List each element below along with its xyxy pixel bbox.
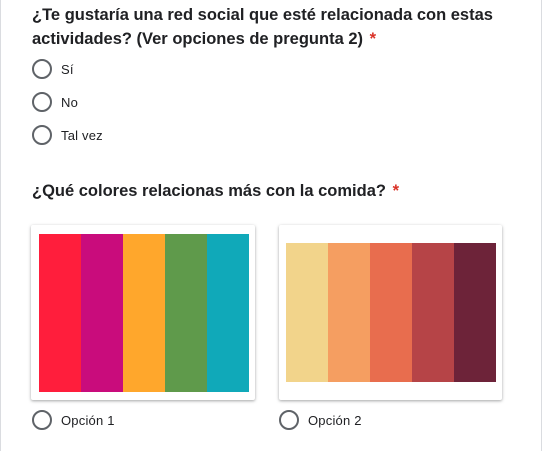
color-swatch-4 bbox=[412, 243, 454, 382]
question-2-title: ¿Qué colores relacionas más con la comid… bbox=[32, 179, 502, 203]
question-2-title-text: ¿Qué colores relacionas más con la comid… bbox=[32, 182, 386, 200]
color-swatch-5 bbox=[454, 243, 496, 382]
option-1-image-card[interactable] bbox=[31, 225, 255, 400]
radio-button[interactable] bbox=[32, 92, 52, 112]
color-swatch-5 bbox=[207, 234, 249, 392]
option-label: Sí bbox=[61, 61, 74, 77]
option-label: No bbox=[61, 94, 79, 110]
radio-button[interactable] bbox=[32, 125, 52, 145]
color-swatch-1 bbox=[39, 234, 81, 392]
question-1-option-si[interactable]: Sí bbox=[32, 59, 74, 79]
required-asterisk: * bbox=[392, 182, 399, 200]
radio-button[interactable] bbox=[32, 59, 52, 79]
question-1-title-text: ¿Te gustaría una red social que esté rel… bbox=[32, 6, 493, 48]
form-card-left-border bbox=[0, 0, 1, 451]
color-swatch-2 bbox=[328, 243, 370, 382]
color-swatch-3 bbox=[370, 243, 412, 382]
color-swatch-2 bbox=[81, 234, 123, 392]
option-2-image-card[interactable] bbox=[279, 225, 502, 400]
radio-button[interactable] bbox=[279, 410, 299, 430]
color-palette-2 bbox=[286, 243, 496, 382]
question-1-option-no[interactable]: No bbox=[32, 92, 78, 112]
color-swatch-3 bbox=[123, 234, 165, 392]
color-swatch-4 bbox=[165, 234, 207, 392]
option-label: Tal vez bbox=[61, 127, 103, 143]
color-palette-1 bbox=[39, 234, 249, 392]
question-2-option-2[interactable]: Opción 2 bbox=[279, 410, 362, 430]
option-label: Opción 2 bbox=[308, 412, 362, 428]
question-2-option-1[interactable]: Opción 1 bbox=[32, 410, 115, 430]
question-1-option-tal-vez[interactable]: Tal vez bbox=[32, 125, 103, 145]
color-swatch-1 bbox=[286, 243, 328, 382]
question-1-title: ¿Te gustaría una red social que esté rel… bbox=[32, 3, 502, 51]
required-asterisk: * bbox=[369, 30, 377, 48]
radio-button[interactable] bbox=[32, 410, 52, 430]
option-label: Opción 1 bbox=[61, 412, 115, 428]
